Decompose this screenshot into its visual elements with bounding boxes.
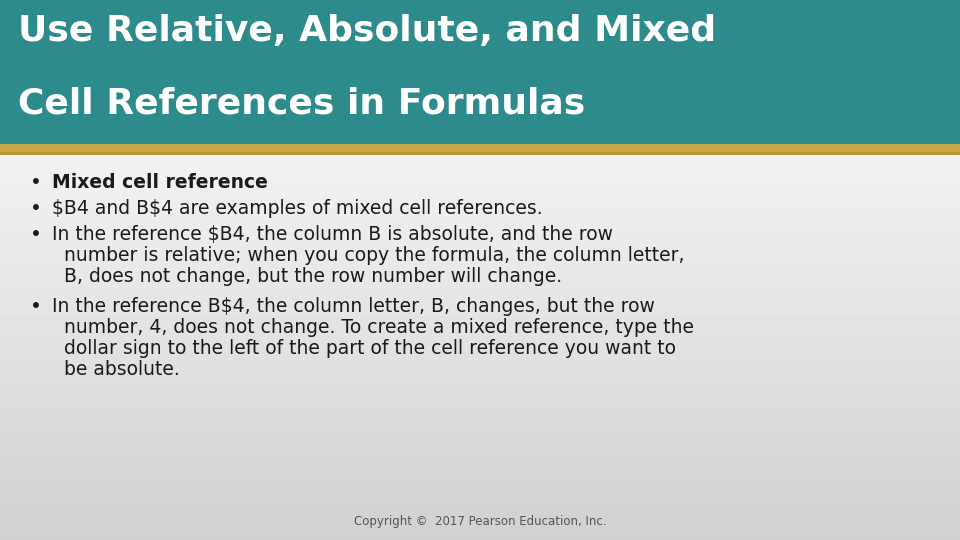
Text: In the reference $B4, the column B is absolute, and the row: In the reference $B4, the column B is ab… (52, 225, 613, 244)
Text: •: • (30, 225, 42, 244)
Text: In the reference B$4, the column letter, B, changes, but the row: In the reference B$4, the column letter,… (52, 297, 655, 316)
Bar (0, 0, 960, 144)
Text: Copyright ©  2017 Pearson Education, Inc.: Copyright © 2017 Pearson Education, Inc. (353, 515, 607, 528)
Text: Mixed cell reference: Mixed cell reference (52, 173, 268, 192)
Text: dollar sign to the left of the part of the cell reference you want to: dollar sign to the left of the part of t… (52, 339, 676, 358)
Text: •: • (30, 199, 42, 218)
Text: number is relative; when you copy the formula, the column letter,: number is relative; when you copy the fo… (52, 246, 684, 265)
Bar (0, 152, 960, 155)
Bar (0, 144, 960, 152)
Text: be absolute.: be absolute. (52, 360, 180, 379)
Text: B, does not change, but the row number will change.: B, does not change, but the row number w… (52, 267, 563, 286)
Text: Cell References in Formulas: Cell References in Formulas (18, 86, 586, 120)
Text: \$B4 and B\$4 are examples of mixed cell references.: \$B4 and B\$4 are examples of mixed cell… (52, 199, 542, 218)
Text: number, 4, does not change. To create a mixed reference, type the: number, 4, does not change. To create a … (52, 318, 694, 337)
Text: •: • (30, 297, 42, 316)
Text: Use Relative, Absolute, and Mixed: Use Relative, Absolute, and Mixed (18, 14, 716, 48)
Text: •: • (30, 173, 42, 192)
